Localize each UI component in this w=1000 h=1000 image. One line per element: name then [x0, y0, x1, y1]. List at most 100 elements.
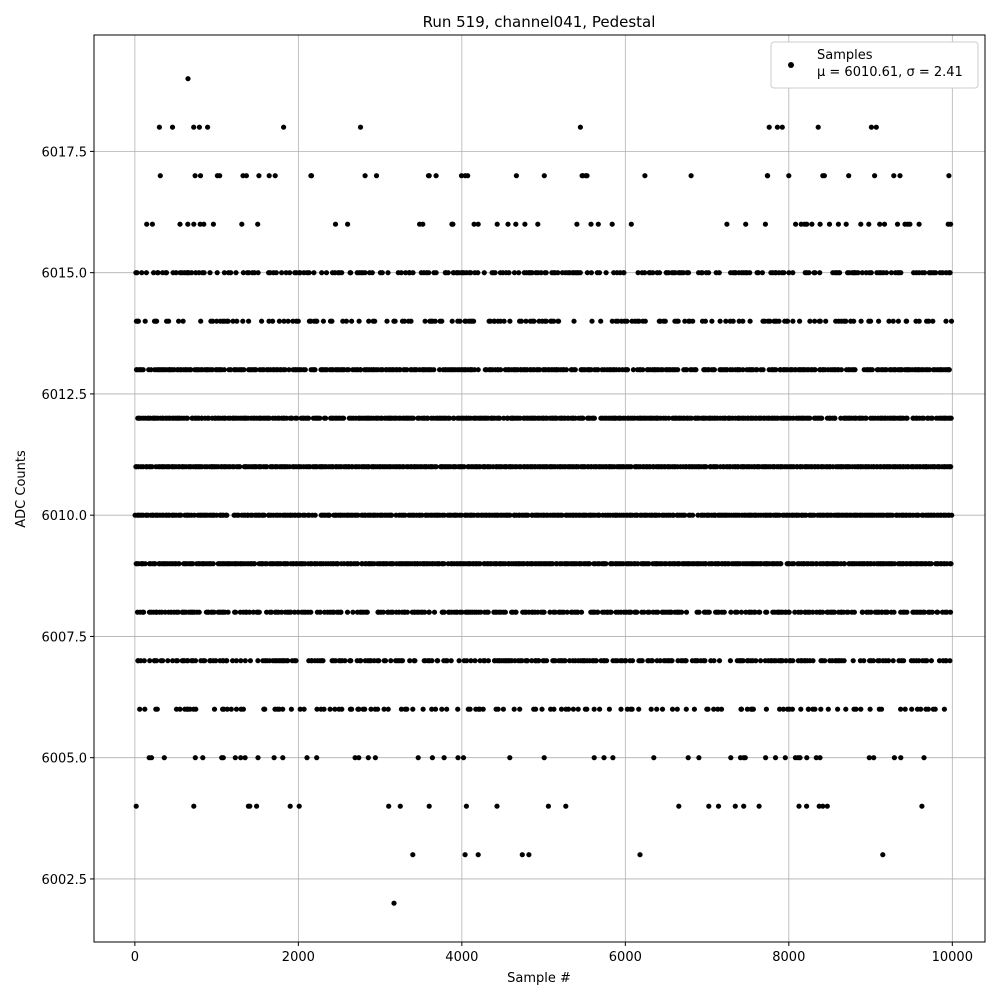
sample-point: [747, 318, 753, 324]
sample-point: [601, 755, 607, 761]
sample-point: [675, 367, 681, 373]
sample-point: [637, 852, 643, 858]
sample-point: [373, 173, 380, 179]
sample-point: [591, 755, 597, 761]
sample-point: [152, 561, 158, 567]
sample-point: [410, 852, 416, 858]
legend-marker: [788, 62, 794, 68]
sample-point: [609, 221, 615, 227]
sample-point: [513, 609, 519, 615]
sample-point: [404, 367, 410, 373]
sample-point: [142, 318, 148, 324]
sample-point: [807, 318, 813, 324]
sample-point: [547, 609, 553, 615]
sample-point: [254, 803, 260, 809]
sample-point: [538, 270, 544, 276]
sample-point: [155, 270, 161, 276]
sample-point: [891, 609, 897, 615]
sample-point: [786, 609, 792, 615]
sample-point: [630, 367, 637, 373]
sample-point: [541, 173, 547, 179]
sample-point: [615, 318, 621, 324]
sample-point: [320, 318, 326, 324]
sample-point: [881, 221, 888, 227]
sample-point: [580, 415, 586, 421]
sample-point: [841, 658, 847, 664]
sample-point: [526, 852, 532, 858]
sample-point: [506, 270, 512, 276]
sample-point: [214, 318, 220, 324]
sample-point: [256, 173, 262, 179]
sample-point: [419, 512, 425, 518]
sample-point: [301, 706, 307, 712]
sample-point: [151, 270, 157, 276]
sample-point: [173, 270, 179, 276]
data-points: [132, 76, 955, 906]
sample-point: [379, 270, 385, 276]
sample-point: [659, 706, 666, 712]
sample-point: [797, 755, 803, 761]
sample-point: [724, 221, 730, 227]
sample-point: [273, 270, 279, 276]
sample-point: [294, 415, 300, 421]
sample-point: [818, 706, 824, 712]
sample-point: [472, 658, 478, 664]
sample-point: [429, 706, 435, 712]
sample-point: [338, 609, 344, 615]
sample-point: [535, 221, 541, 227]
sample-point: [166, 318, 172, 324]
sample-point: [752, 609, 758, 615]
sample-point: [543, 318, 549, 324]
sample-point: [280, 706, 286, 712]
sample-point: [233, 658, 239, 664]
sample-point: [517, 706, 523, 712]
sample-point: [295, 609, 301, 615]
sample-point: [314, 755, 320, 761]
sample-point: [675, 318, 681, 324]
sample-point: [890, 318, 896, 324]
sample-point: [623, 658, 629, 664]
sample-point: [584, 706, 590, 712]
sample-point: [809, 221, 815, 227]
sample-point: [191, 124, 197, 130]
sample-point: [345, 221, 351, 227]
sample-point: [279, 270, 285, 276]
sample-point: [225, 609, 231, 615]
sample-point: [141, 609, 147, 615]
sample-point: [791, 561, 797, 567]
sample-point: [357, 367, 364, 373]
sample-point: [246, 270, 252, 276]
sample-point: [817, 318, 823, 324]
sample-point: [471, 367, 478, 373]
sample-point: [376, 658, 382, 664]
sample-point: [214, 270, 220, 276]
sample-point: [690, 318, 696, 324]
sample-point: [650, 270, 656, 276]
sample-point: [688, 173, 694, 179]
sample-point: [918, 706, 924, 712]
sample-point: [925, 706, 931, 712]
sample-point: [397, 367, 403, 373]
sample-point: [732, 803, 738, 809]
sample-point: [570, 706, 577, 712]
sample-point: [636, 706, 642, 712]
sample-point: [846, 173, 852, 179]
sample-point: [268, 609, 274, 615]
sample-point: [646, 609, 652, 615]
sample-point: [837, 270, 843, 276]
sample-point: [444, 658, 450, 664]
sample-point: [682, 318, 688, 324]
sample-point: [455, 755, 461, 761]
sample-point: [304, 755, 310, 761]
sample-point: [358, 658, 364, 664]
sample-point: [907, 221, 913, 227]
sample-point: [441, 755, 447, 761]
sample-point: [798, 706, 804, 712]
sample-point: [517, 415, 523, 421]
sample-point: [537, 367, 543, 373]
sample-point: [481, 270, 487, 276]
sample-point: [242, 658, 248, 664]
sample-point: [797, 318, 803, 324]
sample-point: [574, 221, 580, 227]
sample-point: [135, 318, 141, 324]
